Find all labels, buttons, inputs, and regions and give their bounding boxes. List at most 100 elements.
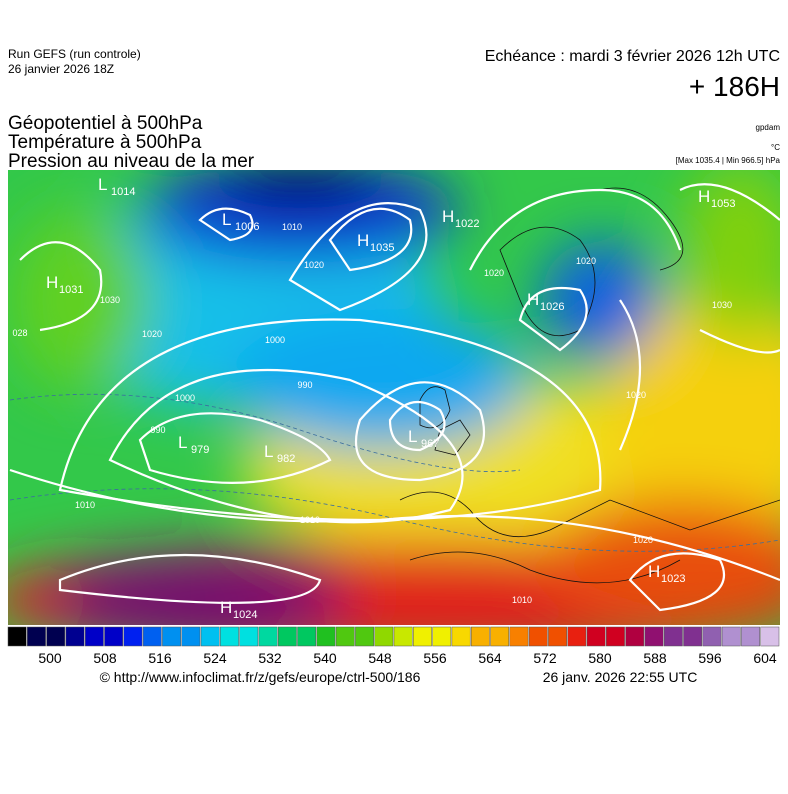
colorbar-swatch <box>470 626 490 647</box>
colorbar-tick-label: 572 <box>533 650 557 666</box>
colorbar-swatch <box>567 626 587 647</box>
isobar-label: 1020 <box>142 329 162 339</box>
echeance: Echéance : mardi 3 février 2026 12h UTC <box>485 48 780 65</box>
field: Pression au niveau de la mer <box>8 151 255 172</box>
center-value: 1022 <box>455 218 479 230</box>
center-type: L <box>98 175 107 194</box>
colorbar-swatch <box>663 626 683 647</box>
isobar-label: 1000 <box>265 335 285 345</box>
colorbar-tick-label: 588 <box>643 650 667 666</box>
unit: gpdam <box>756 123 781 132</box>
colorbar-swatch <box>374 626 394 647</box>
center-value: 1031 <box>59 284 83 296</box>
colorbar-swatch <box>548 626 567 647</box>
colorbar-swatch <box>355 626 374 647</box>
colorbar-swatch <box>239 626 259 647</box>
isobar-label: 1020 <box>576 256 596 266</box>
isobar-label: 1020 <box>626 390 646 400</box>
isobar-label: 1010 <box>75 500 95 510</box>
colorbar-swatch <box>316 626 336 647</box>
isobar-label: 1020 <box>304 260 324 270</box>
colorbar-swatch <box>258 626 278 647</box>
center-type: H <box>648 562 660 581</box>
center-type: L <box>178 433 187 452</box>
isobar-label: 1010 <box>512 595 532 605</box>
center-type: H <box>527 290 539 309</box>
center-type: L <box>408 427 417 446</box>
colorbar-swatch <box>200 626 220 647</box>
colorbar-swatch <box>451 626 471 647</box>
map <box>8 170 780 625</box>
colorbar-tick-label: 540 <box>313 650 337 666</box>
center-value: 1006 <box>235 221 259 233</box>
isobar-label: 1010 <box>300 515 320 525</box>
unit: °C <box>771 143 780 152</box>
colorbar-swatch <box>162 626 181 647</box>
colorbar-swatch <box>27 626 46 647</box>
colorbar-swatch <box>393 626 413 647</box>
model: Run GEFS (run controle) <box>8 47 141 61</box>
center-value: 979 <box>191 444 209 456</box>
colorbar-swatch <box>104 626 124 647</box>
isobar-label: 1030 <box>100 295 120 305</box>
colorbar-swatch <box>7 626 27 647</box>
isobar-label: 1020 <box>633 535 653 545</box>
colorbar-swatch <box>702 626 722 647</box>
center-value: 1035 <box>370 242 394 254</box>
lead-time: + 186H <box>689 71 780 102</box>
colorbar-swatch <box>760 626 780 647</box>
colorbar-swatch <box>606 626 625 647</box>
colorbar-swatch <box>509 626 529 647</box>
center-type: L <box>264 442 273 461</box>
center-value: 1023 <box>661 573 685 585</box>
colorbar-swatch <box>432 626 452 647</box>
isobar-label: 028 <box>12 328 27 338</box>
field: Température à 500hPa <box>8 132 202 153</box>
colorbar-swatch <box>123 626 143 647</box>
colorbar-tick-label: 580 <box>588 650 612 666</box>
colorbar-swatch <box>181 626 201 647</box>
colorbar-swatch <box>741 626 760 647</box>
colorbar-tick-label: 500 <box>38 650 62 666</box>
colorbar-tick-label: 548 <box>368 650 392 666</box>
colorbar-swatch <box>84 626 104 647</box>
isobar-label: 1030 <box>712 300 732 310</box>
colorbar-swatch <box>413 626 432 647</box>
colorbar-swatch <box>220 626 239 647</box>
field: Géopotentiel à 500hPa <box>8 113 203 134</box>
issue-date: 26 janv. 2026 22:55 UTC <box>543 669 698 685</box>
colorbar-tick-label: 564 <box>478 650 502 666</box>
colorbar-tick-label: 508 <box>93 650 117 666</box>
center-value: 1053 <box>711 198 735 210</box>
center-type: H <box>46 273 58 292</box>
colorbar-tick-label: 532 <box>258 650 282 666</box>
colorbar-swatch <box>335 626 355 647</box>
center-value: 967 <box>421 438 439 450</box>
colorbar-swatch <box>297 626 317 647</box>
colorbar-tick-label: 516 <box>148 650 172 666</box>
colorbar-swatch <box>586 626 606 647</box>
center-type: H <box>442 207 454 226</box>
center-value: 1026 <box>540 301 564 313</box>
colorbar-swatch <box>644 626 664 647</box>
isobar-label: 990 <box>297 380 312 390</box>
colorbar-swatch <box>683 626 703 647</box>
colorbar-swatch <box>277 626 297 647</box>
center-type: H <box>220 598 232 617</box>
colorbar-tick-label: 604 <box>753 650 777 666</box>
colorbar-tick-label: 524 <box>203 650 227 666</box>
colorbar-swatch <box>142 626 162 647</box>
center-type: H <box>698 187 710 206</box>
colorbar-swatch <box>46 626 66 647</box>
colorbar-tick-label: 596 <box>698 650 722 666</box>
colorbar-swatch <box>65 626 85 647</box>
source-url[interactable]: © http://www.infoclimat.fr/z/gefs/europe… <box>100 669 421 685</box>
colorbar-swatch <box>721 626 741 647</box>
center-type: H <box>357 231 369 250</box>
colorbar-tick-label: 556 <box>423 650 447 666</box>
center-value: 1024 <box>233 609 257 621</box>
run: 26 janvier 2026 18Z <box>8 62 114 76</box>
center-value: 1014 <box>111 186 135 198</box>
colorbar-swatch <box>490 626 510 647</box>
isobar-label: 1000 <box>175 393 195 403</box>
